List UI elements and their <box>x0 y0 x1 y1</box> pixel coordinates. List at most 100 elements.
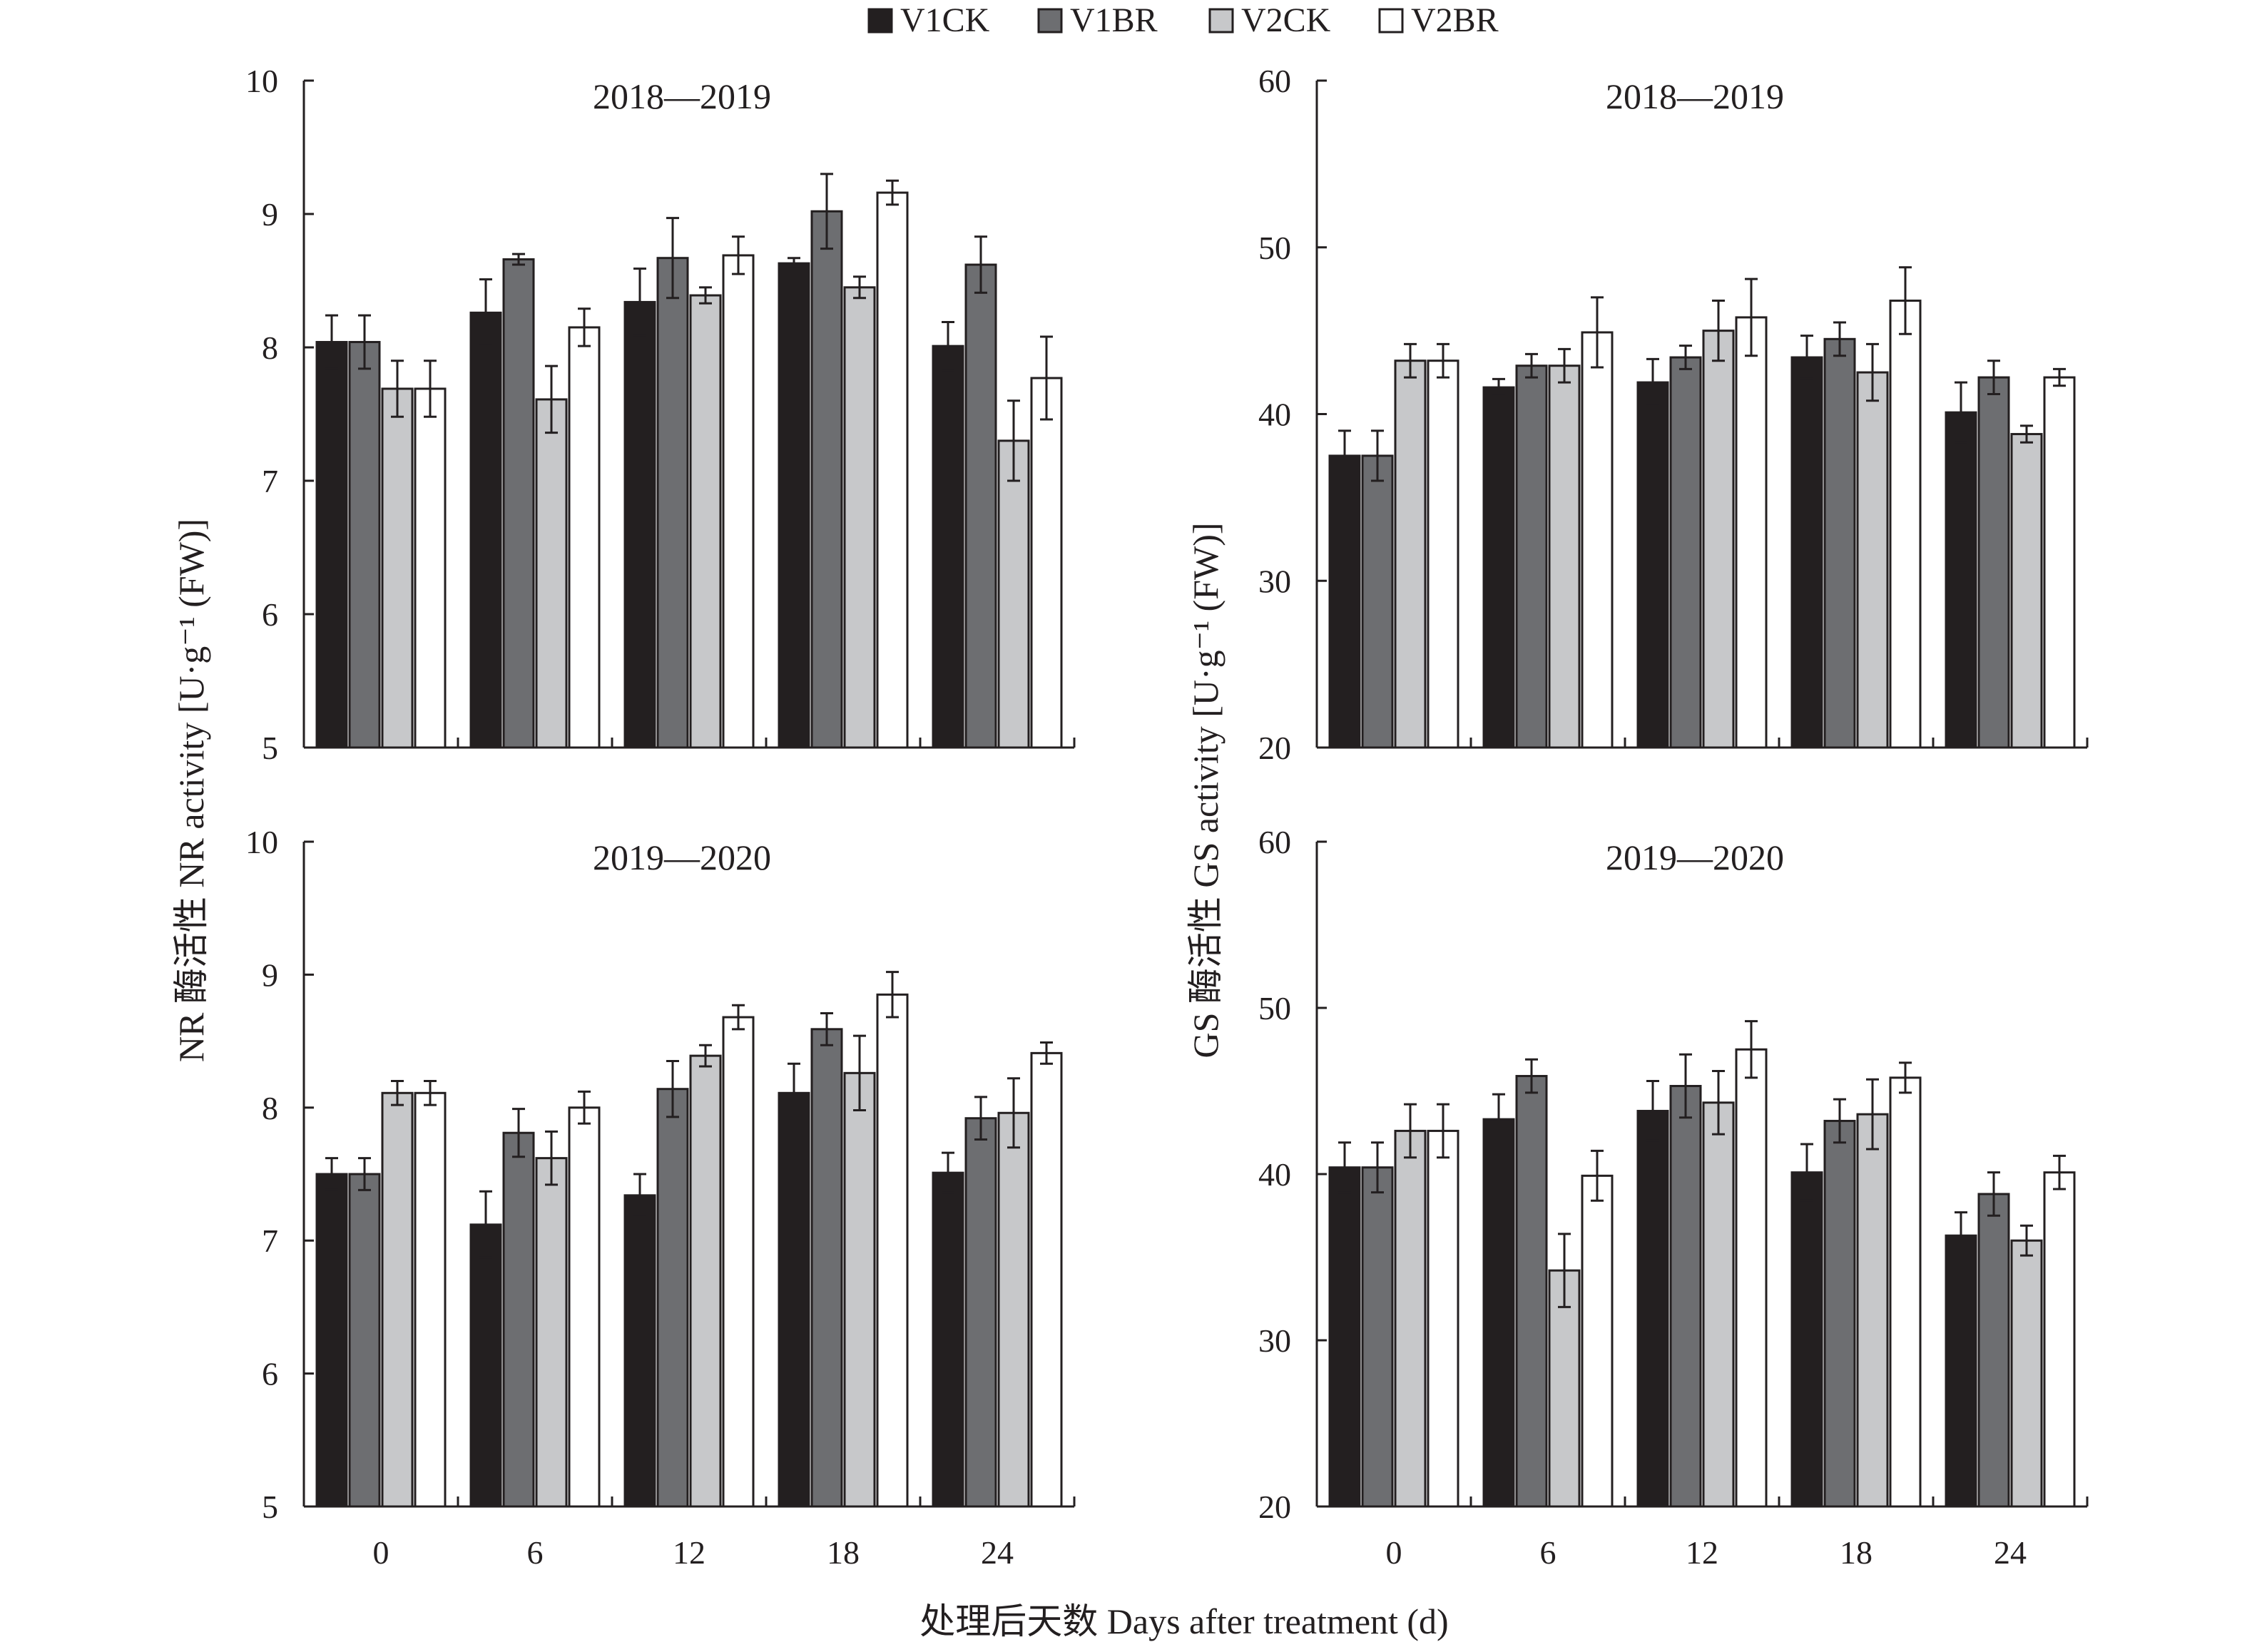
bar-v2ck-6 <box>535 1157 568 1508</box>
y-tick-label: 30 <box>1258 1322 1291 1359</box>
bar-v1ck-6 <box>469 311 502 749</box>
bar-v1ck-0 <box>315 1173 348 1508</box>
y-tick-label: 50 <box>1258 230 1291 266</box>
legend: V1CK V1BR V2CK V2BR <box>867 1 1499 39</box>
x-tick-label: 18 <box>827 1534 860 1571</box>
bar-v2ck-0 <box>1394 1129 1427 1508</box>
legend-label-v1br: V1BR <box>1070 1 1158 39</box>
y-tick-label: 8 <box>262 330 278 366</box>
legend-swatch-v1ck <box>867 8 893 34</box>
bar-v2br-18 <box>1889 1076 1922 1508</box>
bar-v2br-6 <box>1581 331 1614 749</box>
y-tick-label: 50 <box>1258 990 1291 1026</box>
y-tick-label: 5 <box>262 730 278 766</box>
bar-v1br-12 <box>1669 1085 1702 1508</box>
bar-v1br-6 <box>502 1131 535 1508</box>
y-tick-label: 6 <box>262 1356 278 1392</box>
bar-v1br-12 <box>656 1088 689 1508</box>
x-tick-label: 12 <box>1686 1534 1718 1571</box>
bar-v1ck-18 <box>778 1091 810 1508</box>
bar-v1br-0 <box>348 341 381 749</box>
bar-v2br-12 <box>1735 1048 1768 1508</box>
bar-v2ck-12 <box>1702 1101 1735 1508</box>
bar-v1ck-6 <box>1482 386 1515 749</box>
bar-v2ck-12 <box>1702 330 1735 749</box>
y-tick-label: 30 <box>1258 563 1291 599</box>
chart-nr-2018-2019: 5 6 7 8 9 10 2018—2019 <box>245 63 1076 766</box>
bar-v2br-6 <box>568 1106 601 1508</box>
bar-v1ck-6 <box>1482 1118 1515 1508</box>
bar-v2ck-24 <box>2010 1239 2043 1508</box>
x-tick-label: 6 <box>1540 1534 1556 1571</box>
panel-title: 2019—2020 <box>1606 837 1784 877</box>
bar-v1br-12 <box>1669 356 1702 749</box>
y-tick-label: 10 <box>245 63 278 99</box>
legend-label-v2br: V2BR <box>1411 1 1499 39</box>
bar-v1ck-24 <box>932 345 964 749</box>
bar-v2br-18 <box>876 993 909 1508</box>
panel-title: 2018—2019 <box>1606 76 1784 116</box>
bar-v1br-18 <box>810 210 843 749</box>
bar-v1ck-24 <box>932 1171 964 1508</box>
y-tick-label: 20 <box>1258 1489 1291 1525</box>
bar-v1ck-18 <box>778 262 810 749</box>
bar-v2ck-24 <box>997 439 1030 749</box>
bar-v2ck-6 <box>535 398 568 749</box>
y-tick-label: 40 <box>1258 1156 1291 1193</box>
bar-v1br-0 <box>348 1173 381 1508</box>
bar-v2br-0 <box>1427 360 1459 749</box>
x-tick-label: 18 <box>1840 1534 1872 1571</box>
y-tick-label: 60 <box>1258 63 1291 99</box>
x-tick-label: 24 <box>1994 1534 2027 1571</box>
x-tick-label: 6 <box>527 1534 544 1571</box>
bar-v2br-12 <box>1735 316 1768 749</box>
y-tick-label: 5 <box>262 1489 278 1525</box>
legend-label-v2ck: V2CK <box>1241 1 1331 39</box>
bar-v2br-6 <box>1581 1174 1614 1508</box>
bar-v1ck-12 <box>623 300 656 749</box>
y-tick-label: 10 <box>245 824 278 860</box>
y-axis-label-nr: NR 酶活性 NR activity [U·g⁻¹ (FW)] <box>171 519 211 1062</box>
bar-v2ck-18 <box>843 286 876 749</box>
bar-v1br-6 <box>502 258 535 749</box>
y-axis-label-gs: GS 酶活性 GS activity [U·g⁻¹ (FW)] <box>1186 522 1226 1058</box>
bar-v2ck-24 <box>2010 433 2043 749</box>
bar-v2ck-6 <box>1548 364 1581 749</box>
x-tick-label: 24 <box>981 1534 1014 1571</box>
y-tick-label: 7 <box>262 1223 278 1259</box>
chart-nr-2019-2020: 5 6 7 8 9 10 0 6 12 18 24 2019—2020 <box>245 824 1076 1571</box>
bar-v1br-18 <box>1823 337 1856 749</box>
bar-v2ck-24 <box>997 1111 1030 1508</box>
bar-v1ck-0 <box>1328 1166 1361 1508</box>
bar-v2ck-18 <box>1856 1113 1889 1508</box>
y-tick-label: 20 <box>1258 730 1291 766</box>
bar-v2br-12 <box>722 1016 755 1508</box>
bar-v2br-6 <box>568 326 601 749</box>
bar-v2ck-12 <box>689 1054 722 1508</box>
bar-v2br-24 <box>1030 377 1063 749</box>
x-tick-label: 12 <box>673 1534 705 1571</box>
bar-v1br-24 <box>1977 1193 2010 1508</box>
legend-swatch-v1br <box>1037 8 1063 34</box>
bar-v1ck-0 <box>315 341 348 749</box>
bar-v1br-12 <box>656 257 689 749</box>
legend-swatch-v2br <box>1378 8 1404 34</box>
bar-v2ck-6 <box>1548 1269 1581 1508</box>
panel-title: 2018—2019 <box>593 76 771 116</box>
y-tick-label: 40 <box>1258 397 1291 433</box>
bar-v2ck-18 <box>1856 371 1889 749</box>
bar-v2ck-12 <box>689 294 722 749</box>
bar-v1br-18 <box>810 1028 843 1508</box>
bar-v1br-0 <box>1361 454 1394 749</box>
legend-label-v1ck: V1CK <box>900 1 990 39</box>
bar-v1ck-6 <box>469 1223 502 1508</box>
bar-v1br-18 <box>1823 1119 1856 1508</box>
bar-v1br-6 <box>1515 1075 1548 1508</box>
bar-v2br-18 <box>1889 300 1922 749</box>
bar-v2ck-0 <box>381 1091 414 1508</box>
bar-v2br-24 <box>2043 376 2076 749</box>
bar-v1ck-12 <box>623 1194 656 1508</box>
y-tick-label: 9 <box>262 957 278 993</box>
